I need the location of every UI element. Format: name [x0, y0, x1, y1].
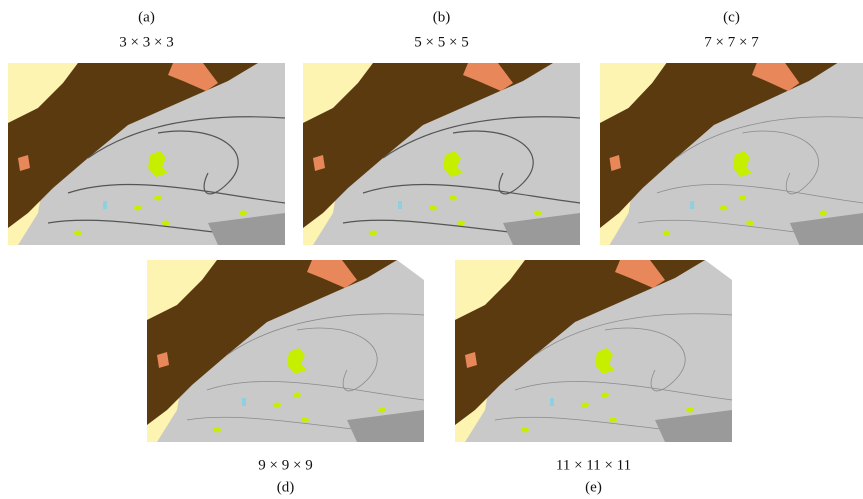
vegetation-spot: [686, 408, 694, 413]
vegetation-spot: [819, 211, 827, 216]
panel-label: (a): [138, 9, 155, 25]
water: [103, 201, 107, 209]
panel: [8, 63, 285, 245]
vegetation-spot: [213, 428, 221, 433]
panel-caption: 7 × 7 × 7: [704, 34, 759, 50]
vegetation-spot: [301, 418, 309, 423]
vegetation-spot: [521, 428, 529, 433]
vegetation-spot: [293, 393, 301, 398]
water: [398, 201, 402, 209]
vegetation-spot: [273, 403, 281, 408]
vegetation-spot: [609, 418, 617, 423]
vegetation-spot: [162, 221, 170, 226]
panel-caption: 5 × 5 × 5: [414, 34, 468, 50]
panel-label: (d): [277, 479, 295, 495]
vegetation-spot: [581, 403, 589, 408]
panel-label: (e): [585, 479, 602, 495]
vegetation-spot: [74, 231, 82, 236]
water: [550, 398, 554, 406]
vegetation-spot: [154, 196, 162, 201]
panel: [455, 260, 732, 442]
vegetation-spot: [457, 221, 465, 226]
vegetation-spot: [134, 206, 142, 211]
figure: (a) 3 × 3 × 3 (b) 5 × 5 × 5 (c) 7 × 7 × 7 9 × …: [0, 0, 863, 499]
panel-caption: 3 × 3 × 3: [119, 34, 173, 50]
vegetation-spot: [534, 211, 542, 216]
vegetation-spot: [239, 211, 247, 216]
water: [242, 398, 246, 406]
vegetation-spot: [720, 206, 728, 211]
vegetation-spot: [739, 196, 747, 201]
vegetation-spot: [378, 408, 386, 413]
water: [690, 201, 694, 209]
panel-label: (c): [723, 9, 740, 25]
panel-label: (b): [433, 9, 451, 25]
vegetation-spot: [369, 231, 377, 236]
vegetation-spot: [429, 206, 437, 211]
panel-caption: 11 × 11 × 11: [556, 457, 631, 473]
panel: [600, 63, 863, 245]
panel: [147, 260, 424, 442]
vegetation-spot: [601, 393, 609, 398]
panel-caption: 9 × 9 × 9: [258, 457, 312, 473]
vegetation-spot: [449, 196, 457, 201]
vegetation-spot: [746, 221, 754, 226]
vegetation-spot: [663, 231, 671, 236]
panel: [303, 63, 580, 245]
